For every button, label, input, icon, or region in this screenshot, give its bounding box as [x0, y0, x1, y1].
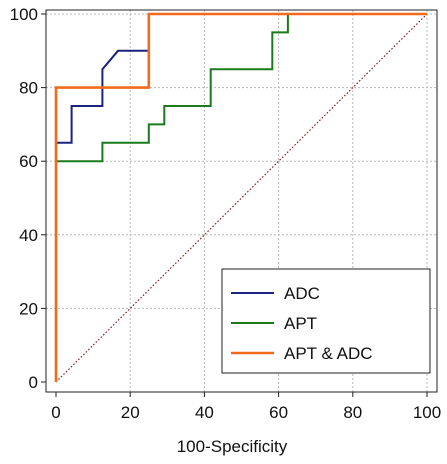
legend-box [221, 268, 431, 374]
series-layer [54, 12, 427, 382]
legend-label-2: APT [284, 314, 317, 333]
x-ticks-layer: 0 20 40 60 80 100 [51, 392, 441, 422]
x-tick-label: 80 [343, 403, 362, 422]
y-tick-label: 80 [19, 79, 38, 98]
legend-label-1: ADC [284, 284, 320, 303]
y-tick-label: 40 [19, 226, 38, 245]
x-tick-label: 40 [195, 403, 214, 422]
x-tick-label: 20 [121, 403, 140, 422]
x-tick-label: 100 [413, 403, 441, 422]
series-line-3 [54, 12, 427, 382]
y-tick-label: 0 [29, 373, 38, 392]
y-tick-label: 60 [19, 152, 38, 171]
x-tick-label: 60 [269, 403, 288, 422]
legend: ADC APT APT & ADC [221, 268, 431, 374]
y-tick-label: 20 [19, 299, 38, 318]
y-tick-label: 100 [10, 5, 38, 24]
reference-diagonal [55, 13, 428, 383]
series-line-2 [55, 13, 427, 382]
y-ticks-layer: 0 20 40 60 80 100 [10, 5, 46, 392]
x-axis-title: 100-Specificity [177, 437, 288, 456]
x-tick-label: 0 [51, 403, 60, 422]
legend-label-3: APT & ADC [284, 344, 373, 363]
plot-frame [45, 9, 438, 393]
